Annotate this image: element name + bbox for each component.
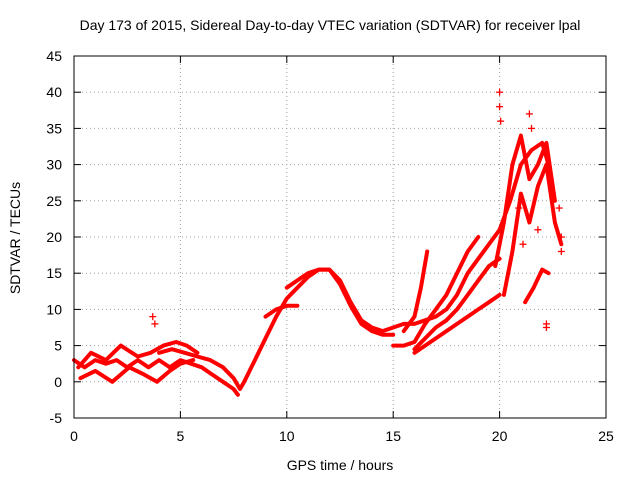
y-tick-label: 5 bbox=[54, 338, 62, 354]
y-tick-label: -5 bbox=[50, 410, 63, 426]
series-line-track-11 bbox=[493, 133, 557, 268]
y-tick-label: 10 bbox=[46, 301, 62, 317]
series-line-track-6 bbox=[284, 140, 551, 334]
series-line-track-5 bbox=[263, 303, 300, 319]
series-line-track-7 bbox=[391, 235, 481, 348]
data-point-marker bbox=[534, 226, 542, 234]
data-point-marker bbox=[151, 320, 159, 328]
data-point-marker bbox=[496, 103, 504, 111]
x-tick-label: 10 bbox=[279, 428, 295, 444]
chart-title: Day 173 of 2015, Sidereal Day-to-day VTE… bbox=[80, 17, 581, 33]
data-point-marker bbox=[149, 313, 157, 321]
series-line-track-1 bbox=[72, 358, 240, 397]
series-line-track-3 bbox=[78, 358, 196, 384]
y-tick-label: 35 bbox=[46, 120, 62, 136]
data-series bbox=[72, 133, 564, 397]
series-line-track-4 bbox=[157, 267, 396, 391]
plot-frame bbox=[73, 55, 607, 419]
data-markers bbox=[149, 88, 565, 331]
y-tick-label: 20 bbox=[46, 229, 62, 245]
y-tick-label: 40 bbox=[46, 84, 62, 100]
data-point-marker bbox=[497, 117, 505, 125]
x-axis-title: GPS time / hours bbox=[287, 457, 394, 473]
series-line-track-8 bbox=[412, 256, 502, 352]
series-line-track-13 bbox=[523, 267, 551, 305]
y-axis-title: SDTVAR / TECUs bbox=[7, 182, 23, 294]
series-line-track-9 bbox=[412, 292, 502, 355]
x-tick-label: 15 bbox=[385, 428, 401, 444]
y-tick-label: 45 bbox=[46, 48, 62, 64]
series-line-track-2 bbox=[76, 340, 200, 370]
data-point-marker bbox=[542, 324, 550, 331]
data-point-marker bbox=[555, 204, 563, 212]
x-tick-label: 0 bbox=[70, 428, 78, 444]
tick-labels: 0 5 10 15 20 25 -5 0 5 10 15 20 25 30 35 40 45 bbox=[46, 48, 614, 444]
data-point-marker bbox=[557, 233, 565, 241]
y-tick-label: 15 bbox=[46, 265, 62, 281]
data-point-marker bbox=[525, 110, 533, 118]
x-tick-label: 25 bbox=[598, 428, 614, 444]
y-tick-label: 25 bbox=[46, 193, 62, 209]
y-tick-label: 0 bbox=[54, 374, 62, 390]
data-point-marker bbox=[519, 240, 527, 248]
data-point-marker bbox=[557, 247, 565, 255]
x-tick-label: 5 bbox=[177, 428, 185, 444]
data-point-marker bbox=[515, 204, 523, 212]
x-tick-label: 20 bbox=[492, 428, 508, 444]
y-tick-label: 30 bbox=[46, 157, 62, 173]
series-line-track-10 bbox=[401, 249, 430, 334]
series-line-track-12 bbox=[501, 162, 564, 297]
data-point-marker bbox=[496, 88, 504, 96]
data-point-marker bbox=[528, 124, 536, 132]
